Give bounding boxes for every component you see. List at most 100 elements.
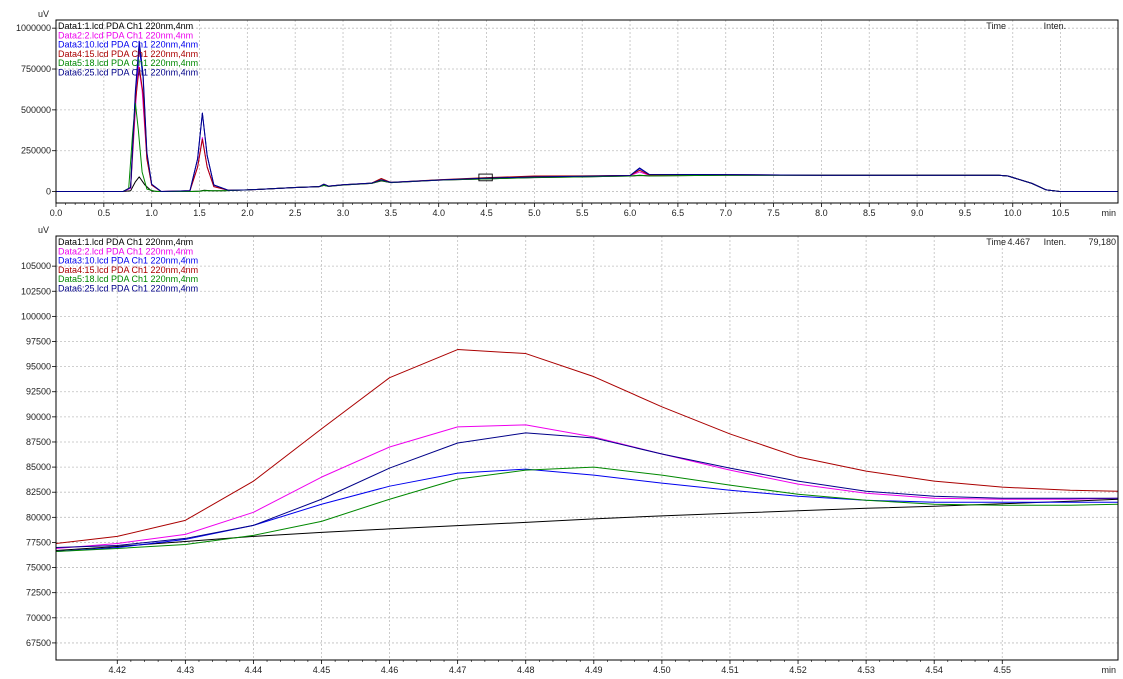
plot-frame	[55, 235, 1119, 661]
x-tick-label: 4.52	[789, 665, 807, 675]
series-line-6	[55, 432, 1118, 548]
series-group	[56, 40, 1118, 193]
y-tick-label: 67500	[26, 638, 51, 648]
y-tick-label: 500000	[21, 105, 51, 115]
x-tick-label: 4.54	[925, 665, 943, 675]
y-tick-label: 80000	[26, 512, 51, 522]
x-tick-label: 3.0	[337, 208, 350, 218]
x-tick-label: 7.0	[719, 208, 732, 218]
zoom-chart[interactable]: 4.42 4.43 4.44 4.45 4.46 4.47 4.48 4.49 4.50 4.51…	[0, 224, 1123, 677]
x-tick-label: 0.0	[50, 208, 63, 218]
legend-entry-1: Data1:1.lcd PDA Ch1 220nm,4nm	[58, 237, 193, 247]
x-tick-label: 4.44	[245, 665, 263, 675]
y-tick-label: 75000	[26, 563, 51, 573]
plot-area	[56, 20, 1118, 203]
x-tick-label: 9.5	[959, 208, 972, 218]
x-tick-label: 4.46	[381, 665, 399, 675]
x-tick-label: 5.5	[576, 208, 589, 218]
legend-entry-5: Data5:18.lcd PDA Ch1 220nm,4nm	[58, 58, 198, 68]
x-tick-label: 4.50	[653, 665, 671, 675]
intensity-label: Inten.	[1044, 237, 1067, 247]
y-tick-label: 102500	[21, 286, 51, 296]
y-unit-label: uV	[38, 225, 49, 235]
y-tick-label: 70000	[26, 613, 51, 623]
legend-entry-3: Data3:10.lcd PDA Ch1 220nm,4nm	[58, 40, 198, 50]
zoom-region-box[interactable]	[478, 173, 493, 182]
legend-entry-6: Data6:25.lcd PDA Ch1 220nm,4nm	[58, 284, 198, 294]
y-tick-label: 92500	[26, 387, 51, 397]
cursor-readout: Time 4.467 Inten. 79,180	[986, 237, 1116, 247]
x-tick-label: 7.5	[767, 208, 780, 218]
y-tick-label: 90000	[26, 412, 51, 422]
y-tick-label: 750000	[21, 64, 51, 74]
y-tick-label: 87500	[26, 437, 51, 447]
x-tick-label: 1.0	[145, 208, 158, 218]
intensity-value: 79,180	[1088, 237, 1116, 247]
x-tick-label: 4.51	[721, 665, 739, 675]
legend-entry-3: Data3:10.lcd PDA Ch1 220nm,4nm	[58, 256, 198, 266]
y-tick-label: 97500	[26, 336, 51, 346]
x-tick-label: 6.5	[672, 208, 685, 218]
x-unit-label: min	[1101, 665, 1116, 675]
x-tick-label: 8.5	[863, 208, 876, 218]
x-tick-label: 6.0	[624, 208, 637, 218]
time-label: Time	[986, 237, 1006, 247]
x-tick-label: 3.5	[385, 208, 398, 218]
y-tick-label: 0	[46, 187, 51, 197]
axis-ticks: 0.0 0.5 1.0 1.5 2.0 2.5 3.0 3.5 4.0 4.5 5.0 5.5 6.0 6…	[16, 23, 1069, 218]
legend-entry-2: Data2:2.lcd PDA Ch1 220nm,4nm	[58, 246, 193, 256]
x-tick-label: 1.5	[193, 208, 206, 218]
y-tick-label: 100000	[21, 311, 51, 321]
x-tick-label: 10.0	[1004, 208, 1022, 218]
y-tick-label: 85000	[26, 462, 51, 472]
series-group	[55, 349, 1119, 552]
x-unit-label: min	[1101, 208, 1116, 218]
x-tick-label: 0.5	[98, 208, 111, 218]
y-tick-label: 95000	[26, 362, 51, 372]
time-label: Time	[986, 21, 1006, 31]
x-tick-label: 2.5	[289, 208, 302, 218]
intensity-label: Inten.	[1044, 21, 1067, 31]
legend: Data1:1.lcd PDA Ch1 220nm,4nmData2:2.lcd…	[58, 237, 198, 294]
x-tick-label: 5.0	[528, 208, 541, 218]
x-tick-label: 4.55	[994, 665, 1012, 675]
x-tick-label: 10.5	[1052, 208, 1070, 218]
x-tick-label: 4.42	[109, 665, 127, 675]
y-tick-label: 105000	[21, 261, 51, 271]
x-tick-label: 4.49	[585, 665, 603, 675]
legend-entry-4: Data4:15.lcd PDA Ch1 220nm,4nm	[58, 49, 198, 59]
axis-ticks: 4.42 4.43 4.44 4.45 4.46 4.47 4.48 4.49 4.50 4.51…	[21, 261, 1011, 675]
legend-entry-4: Data4:15.lcd PDA Ch1 220nm,4nm	[58, 265, 198, 275]
y-tick-label: 77500	[26, 537, 51, 547]
x-tick-label: 4.53	[857, 665, 875, 675]
grid	[56, 236, 1118, 660]
x-tick-label: 2.0	[241, 208, 254, 218]
legend-entry-6: Data6:25.lcd PDA Ch1 220nm,4nm	[58, 68, 198, 78]
x-tick-label: 9.0	[911, 208, 924, 218]
x-tick-label: 4.48	[517, 665, 535, 675]
y-tick-label: 250000	[21, 146, 51, 156]
plot-area	[56, 236, 1118, 660]
x-tick-label: 4.0	[432, 208, 445, 218]
series-line-6	[56, 40, 1118, 193]
series-line-2	[55, 424, 1119, 549]
cursor-readout: Time Inten.	[986, 21, 1066, 31]
x-tick-label: 4.5	[480, 208, 493, 218]
x-tick-label: 4.43	[177, 665, 195, 675]
series-line-5	[55, 466, 1119, 552]
y-tick-label: 1000000	[16, 23, 51, 33]
y-unit-label: uV	[38, 10, 49, 19]
x-tick-label: 4.47	[449, 665, 467, 675]
x-tick-label: 4.45	[313, 665, 331, 675]
grid	[55, 20, 1118, 203]
legend-entry-2: Data2:2.lcd PDA Ch1 220nm,4nm	[58, 30, 193, 40]
time-value: 4.467	[1008, 237, 1031, 247]
y-tick-label: 82500	[26, 487, 51, 497]
legend-entry-5: Data5:18.lcd PDA Ch1 220nm,4nm	[58, 274, 198, 284]
series-line-4	[55, 349, 1119, 544]
legend: Data1:1.lcd PDA Ch1 220nm,4nmData2:2.lcd…	[58, 21, 198, 78]
legend-entry-1: Data1:1.lcd PDA Ch1 220nm,4nm	[58, 21, 193, 31]
y-tick-label: 72500	[26, 588, 51, 598]
overview-chart[interactable]: 0.0 0.5 1.0 1.5 2.0 2.5 3.0 3.5 4.0 4.5 5.0 5.5 6.0 6…	[0, 10, 1123, 226]
